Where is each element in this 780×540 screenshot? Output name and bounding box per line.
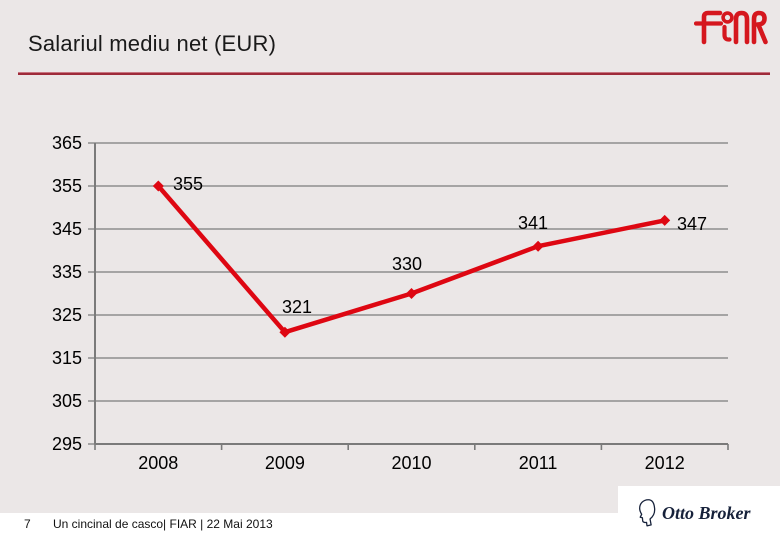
footer-text: Un cincinal de casco| FIAR | 22 Mai 2013 bbox=[53, 517, 273, 531]
y-axis-label: 345 bbox=[52, 219, 82, 239]
data-label: 330 bbox=[392, 254, 422, 274]
data-point-marker bbox=[279, 326, 291, 338]
y-axis-label: 315 bbox=[52, 348, 82, 368]
y-axis-label: 335 bbox=[52, 262, 82, 282]
page-number: 7 bbox=[24, 517, 31, 531]
data-label: 341 bbox=[518, 213, 548, 233]
y-axis-label: 305 bbox=[52, 391, 82, 411]
title-divider bbox=[18, 72, 770, 75]
fiar-letter-a bbox=[733, 10, 750, 45]
y-axis-label: 355 bbox=[52, 176, 82, 196]
data-label: 355 bbox=[173, 174, 203, 194]
otto-broker-wordmark: Otto Broker bbox=[662, 502, 751, 523]
fiar-letter-f bbox=[701, 10, 723, 45]
slide-background bbox=[0, 0, 780, 513]
data-point-marker bbox=[152, 180, 164, 192]
data-point-marker bbox=[659, 214, 671, 226]
data-point-marker bbox=[532, 240, 544, 252]
head-profile-icon bbox=[639, 499, 656, 527]
otto-broker-logo: Otto Broker bbox=[618, 486, 780, 540]
y-axis-label: 295 bbox=[52, 434, 82, 454]
x-axis-label: 2010 bbox=[391, 453, 431, 473]
x-axis-label: 2009 bbox=[265, 453, 305, 473]
page-title: Salariul mediu net (EUR) bbox=[28, 31, 277, 56]
fiar-logo bbox=[694, 10, 768, 45]
fiar-letter-r-leg bbox=[756, 22, 768, 45]
y-axis-label: 325 bbox=[52, 305, 82, 325]
data-label: 321 bbox=[282, 297, 312, 317]
fiar-letter-r bbox=[751, 10, 767, 45]
salary-line-chart: 295 305 315 325 335 345 355 365 2008 2009 2010 2011… bbox=[52, 133, 729, 473]
data-label: 347 bbox=[677, 214, 707, 234]
fiar-letter-i bbox=[722, 24, 732, 42]
x-axis-label: 2008 bbox=[138, 453, 178, 473]
y-axis-label: 365 bbox=[52, 133, 82, 153]
data-point-marker bbox=[406, 288, 417, 299]
x-axis-label: 2012 bbox=[645, 453, 685, 473]
x-axis-label: 2011 bbox=[519, 453, 558, 473]
fiar-letter-i-dot bbox=[721, 11, 734, 24]
